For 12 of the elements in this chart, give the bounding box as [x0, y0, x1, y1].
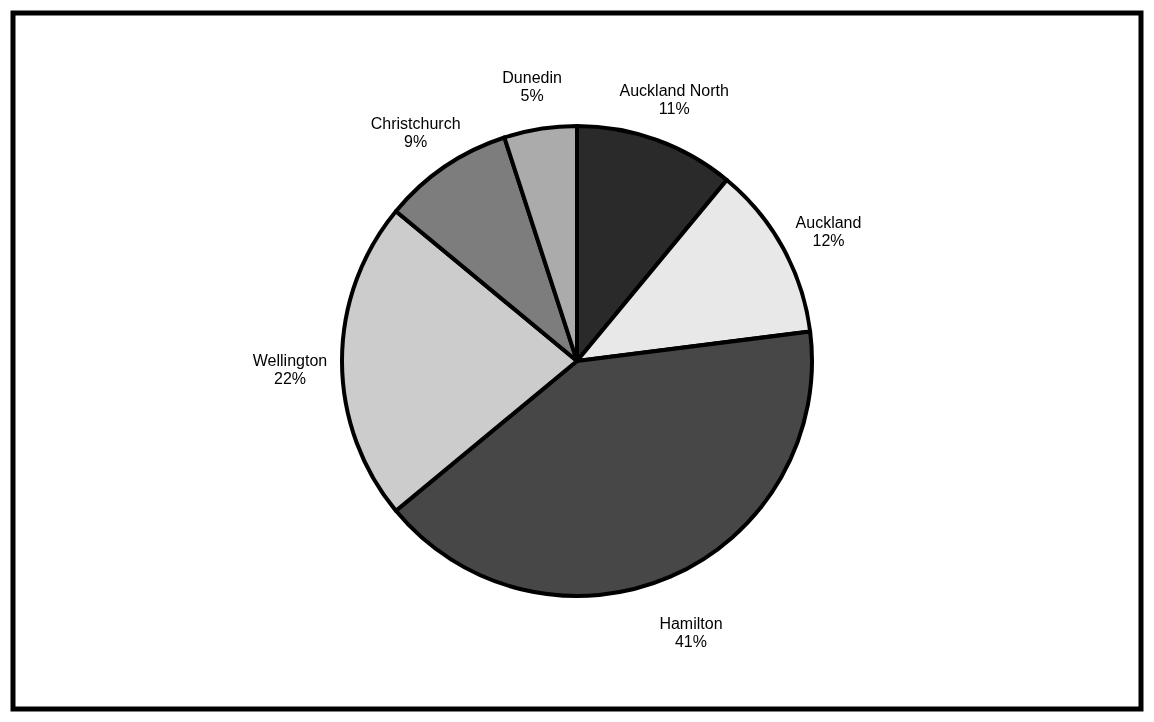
- data-label: 22%: [273, 370, 307, 387]
- slice-label: Dunedin: [502, 68, 562, 86]
- slice-label: Auckland North: [619, 81, 729, 99]
- slice-label: Wellington: [252, 352, 328, 369]
- slice-label: Auckland: [795, 213, 862, 231]
- slice-label: Hamilton: [659, 615, 723, 633]
- slice-label: Christchurch: [370, 114, 461, 132]
- data-label: 12%: [812, 231, 845, 249]
- data-label: 5%: [520, 86, 544, 104]
- data-label: 11%: [658, 99, 690, 117]
- data-label: 9%: [404, 132, 428, 150]
- data-label: 41%: [674, 633, 707, 651]
